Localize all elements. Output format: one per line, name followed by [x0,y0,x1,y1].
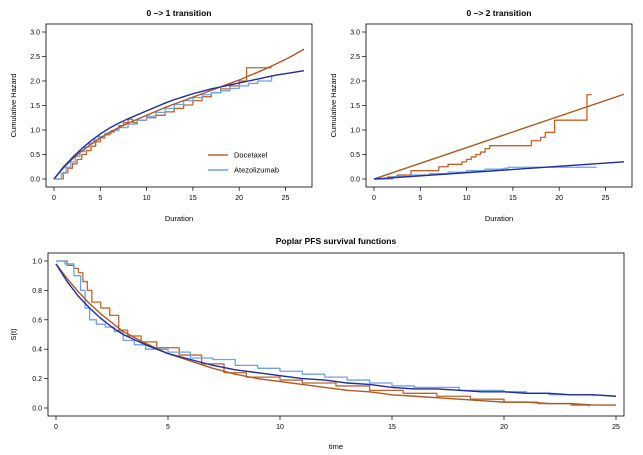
series-docetaxel-km [56,260,590,407]
y-tick-label: 0.0 [32,406,42,413]
y-tick-label: 3.0 [30,30,40,37]
y-tick-label: 1.0 [32,259,42,266]
x-tick-label: 20 [555,195,563,202]
x-tick-label: 25 [612,424,620,431]
series-atezolizumab-fit [373,161,625,180]
y-tick-label: 0.8 [32,288,42,295]
chart-p2: 0 –> 2 transition 0 5 10 15 20 25 0.0 0.5 1.0 1.5 2… [329,8,633,223]
series-docetaxel-fit [373,93,625,180]
x-tick-label: 10 [463,195,471,202]
series-atezolizumab-fit [53,70,305,180]
series-atezolizumab-km [56,260,595,397]
y-tick-label: 1.0 [30,128,40,135]
y-tick-label: 0.5 [30,152,40,159]
y-tick-label: 1.5 [30,103,40,110]
x-tick-label: 0 [52,195,56,202]
y-tick-label: 2.5 [350,54,360,61]
y-tick-label: 1.5 [350,103,360,110]
series-docetaxel [374,94,592,180]
plot-frame [47,252,625,417]
y-tick-label: 0.0 [30,177,40,184]
x-tick-label: 0 [54,424,58,431]
plot-frame [45,23,313,188]
x-axis-label: time [329,442,343,451]
y-axis-label: S(t) [9,328,18,341]
x-tick-label: 15 [189,195,197,202]
y-axis-label: Cumulative Hazard [9,74,18,138]
y-tick-label: 0.4 [32,347,42,354]
y-axis-label: Cumulative Hazard [329,74,338,138]
chart-title: 0 –> 1 transition [147,8,212,18]
series-docetaxel-model [55,263,616,406]
x-tick-label: 25 [602,195,610,202]
x-axis-label: Duration [485,214,513,223]
x-tick-label: 20 [500,424,508,431]
y-tick-label: 2.5 [30,54,40,61]
y-tick-label: 2.0 [30,79,40,86]
series-docetaxel [54,67,272,180]
y-tick-label: 0.2 [32,376,42,383]
x-tick-label: 10 [143,195,151,202]
chart-title: Poplar PFS survival functions [276,236,397,246]
chart-title: 0 –> 2 transition [467,8,532,18]
series-docetaxel-fit [53,48,305,180]
x-tick-label: 15 [509,195,517,202]
legend-label-docetaxel: Docetaxel [234,151,268,160]
x-tick-label: 15 [388,424,396,431]
series-atezolizumab [54,76,273,180]
y-tick-label: 3.0 [350,30,360,37]
y-tick-label: 0.6 [32,317,42,324]
series-atezolizumab-model [55,263,617,397]
x-tick-label: 5 [418,195,422,202]
x-tick-label: 0 [372,195,376,202]
x-tick-label: 5 [166,424,170,431]
x-tick-label: 20 [235,195,243,202]
chart-p1: 0 –> 1 transition 0 5 10 15 20 25 0.0 0.5 1.0 1.5 2… [9,8,313,223]
chart-p3: Poplar PFS survival functions 0 5 10 15 20 25 0… [9,236,625,451]
y-tick-label: 2.0 [350,79,360,86]
y-tick-label: 0.5 [350,152,360,159]
x-axis-label: Duration [165,214,193,223]
x-tick-label: 25 [282,195,290,202]
y-tick-label: 1.0 [350,128,360,135]
legend-label-atezolizumab: Atezolizumab [234,166,279,175]
y-tick-label: 0.0 [350,177,360,184]
x-tick-label: 10 [276,424,284,431]
x-tick-label: 5 [98,195,102,202]
